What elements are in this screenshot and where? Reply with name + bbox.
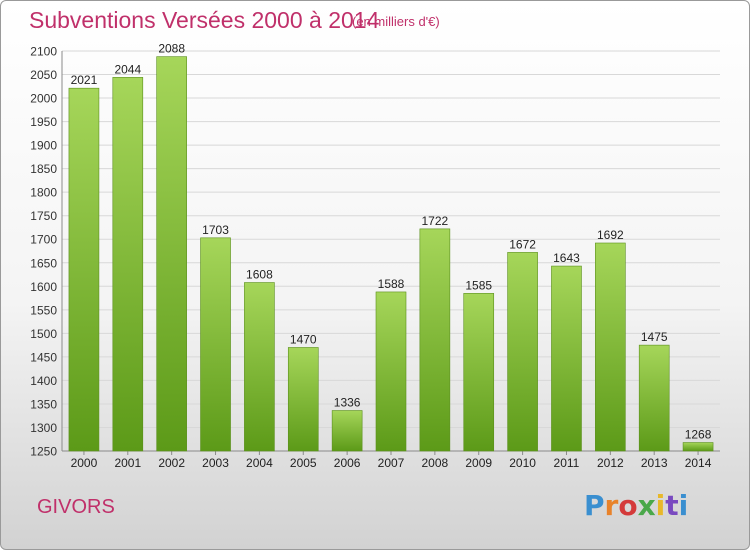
- x-tick-label-2007: 2007: [378, 456, 405, 470]
- bars: [68, 56, 714, 452]
- x-tick-label-2011: 2011: [554, 456, 580, 470]
- y-tick-label: 1750: [30, 209, 57, 223]
- bar-2008: [419, 228, 451, 452]
- proxiti-logo[interactable]: Proxiti: [584, 489, 688, 522]
- bar-2007: [375, 291, 407, 452]
- bar-2001: [112, 77, 144, 452]
- x-tick-label-2005: 2005: [290, 456, 317, 470]
- data-label-2009: 1585: [465, 278, 492, 292]
- chart-unit: (en milliers d'€): [352, 14, 440, 29]
- city-name: GIVORS: [37, 496, 115, 518]
- x-tick-label-2013: 2013: [641, 456, 668, 470]
- logo-letter: t: [665, 489, 679, 522]
- x-tick-label-2012: 2012: [597, 456, 624, 470]
- bar-2006: [331, 410, 363, 452]
- data-label-2014: 1268: [685, 428, 712, 442]
- y-tick-label: 2100: [30, 45, 57, 59]
- bar-2003: [200, 237, 231, 452]
- data-label-2013: 1475: [641, 330, 668, 344]
- data-label-2008: 1722: [422, 214, 449, 228]
- data-label-2002: 2088: [158, 42, 185, 56]
- logo-letter: i: [678, 489, 689, 522]
- bar-2010: [507, 252, 538, 452]
- y-tick-label: 1850: [30, 162, 57, 176]
- bar-2013: [638, 344, 670, 452]
- x-tick-label-2006: 2006: [334, 456, 361, 470]
- data-label-2003: 1703: [202, 223, 229, 237]
- logo-letter: i: [655, 489, 666, 522]
- data-label-2005: 1470: [290, 332, 317, 346]
- x-tick-label-2010: 2010: [509, 456, 536, 470]
- y-tick-label: 1600: [30, 280, 57, 294]
- y-tick-label: 1700: [30, 233, 57, 247]
- data-label-2006: 1336: [334, 396, 361, 410]
- data-label-2001: 2044: [114, 62, 141, 76]
- y-tick-label: 1950: [30, 115, 57, 129]
- x-tick-label-2002: 2002: [158, 456, 185, 470]
- y-tick-label: 2050: [30, 68, 57, 82]
- chart-title: Subventions Versées 2000 à 2014: [29, 7, 380, 33]
- x-tick-label-2003: 2003: [202, 456, 229, 470]
- x-tick-label-2004: 2004: [246, 456, 273, 470]
- data-label-2000: 2021: [71, 73, 98, 87]
- y-tick-label: 1550: [30, 303, 57, 317]
- data-label-2012: 1692: [597, 228, 624, 242]
- logo-letter: P: [584, 489, 605, 522]
- bar-2009: [463, 293, 495, 452]
- y-tick-label: 1300: [30, 421, 57, 435]
- data-label-2007: 1588: [378, 277, 405, 291]
- logo-letter: r: [604, 489, 619, 522]
- logo-letter: o: [618, 489, 638, 522]
- bar-2011: [551, 265, 582, 452]
- y-tick-label: 1250: [30, 445, 57, 459]
- y-tick-label: 1350: [30, 397, 57, 411]
- bar-2005: [287, 347, 319, 452]
- y-tick-label: 2000: [30, 92, 57, 106]
- y-tick-label: 1800: [30, 186, 57, 200]
- data-label-2004: 1608: [246, 268, 273, 282]
- x-tick-label-2009: 2009: [465, 456, 492, 470]
- bar-2002: [156, 56, 187, 452]
- y-tick-label: 1450: [30, 350, 57, 364]
- data-label-2010: 1672: [509, 237, 536, 251]
- x-tick-label-2000: 2000: [71, 456, 98, 470]
- y-tick-label: 1650: [30, 256, 57, 270]
- bar-2012: [595, 242, 626, 452]
- y-tick-label: 1400: [30, 374, 57, 388]
- logo-letter: x: [637, 489, 656, 522]
- bar-2014: [682, 442, 714, 452]
- x-tick-label-2014: 2014: [685, 456, 712, 470]
- x-tick-label-2008: 2008: [422, 456, 449, 470]
- data-label-2011: 1643: [553, 251, 580, 265]
- y-tick-label: 1500: [30, 327, 57, 341]
- bar-2004: [244, 282, 275, 452]
- x-tick-label-2001: 2001: [114, 456, 141, 470]
- bar-2000: [68, 87, 100, 452]
- labels: 1250 1300 1350 1400 1450 1500 1550 1600 1650 1700…: [30, 42, 711, 470]
- y-tick-label: 1900: [30, 139, 57, 153]
